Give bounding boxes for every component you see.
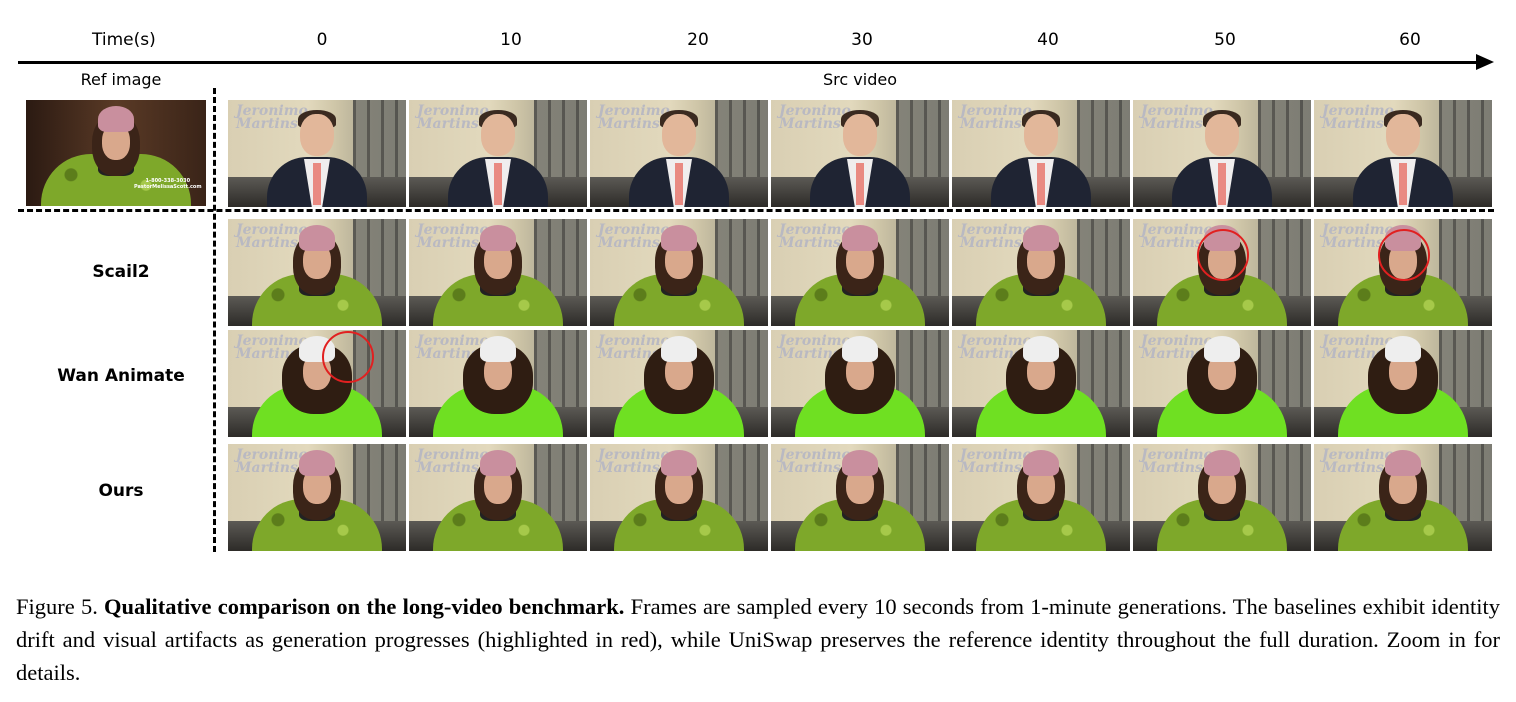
wall-logo: Jeronimo Martins bbox=[598, 447, 670, 476]
wall-logo: Jeronimo Martins bbox=[1141, 333, 1213, 362]
time-tick: 60 bbox=[1399, 30, 1421, 50]
generated-frame-scail2: Jeronimo Martins bbox=[228, 219, 406, 326]
wall-logo: Jeronimo Martins bbox=[779, 103, 851, 132]
red-highlight-circle bbox=[1378, 229, 1430, 281]
caption-title: Qualitative comparison on the long-video… bbox=[104, 594, 625, 619]
wall-logo: Jeronimo Martins bbox=[236, 103, 308, 132]
generated-frame-ours: Jeronimo Martins bbox=[1133, 444, 1311, 551]
wall-logo: Jeronimo Martins bbox=[417, 333, 489, 362]
source-video-frame: Jeronimo Martins bbox=[1133, 100, 1311, 207]
caption-body: Frames are sampled every 10 seconds from… bbox=[16, 594, 1500, 685]
wall-logo: Jeronimo Martins bbox=[960, 222, 1032, 251]
figure-caption: Figure 5. Qualitative comparison on the … bbox=[16, 590, 1500, 689]
arrow-right-icon bbox=[1476, 54, 1494, 70]
generated-frame-wan-animate: Jeronimo Martins bbox=[1314, 330, 1492, 437]
time-tick: 30 bbox=[851, 30, 873, 50]
wall-logo: Jeronimo Martins bbox=[960, 447, 1032, 476]
time-tick: 20 bbox=[687, 30, 709, 50]
generated-frame-scail2: Jeronimo Martins bbox=[1314, 219, 1492, 326]
time-tick: 0 bbox=[316, 30, 328, 50]
wall-logo: Jeronimo Martins bbox=[960, 333, 1032, 362]
generated-frame-scail2: Jeronimo Martins bbox=[771, 219, 949, 326]
wall-logo: Jeronimo Martins bbox=[598, 333, 670, 362]
generated-frame-ours: Jeronimo Martins bbox=[1314, 444, 1492, 551]
wall-logo: Jeronimo Martins bbox=[417, 103, 489, 132]
generated-frame-scail2: Jeronimo Martins bbox=[1133, 219, 1311, 326]
time-tick: 40 bbox=[1037, 30, 1059, 50]
wall-logo: Jeronimo Martins bbox=[598, 103, 670, 132]
wall-logo: Jeronimo Martins bbox=[1141, 447, 1213, 476]
generated-frame-wan-animate: Jeronimo Martins bbox=[771, 330, 949, 437]
wall-logo: Jeronimo Martins bbox=[1322, 222, 1394, 251]
row-label-ours: Ours bbox=[98, 481, 144, 501]
generated-frame-ours: Jeronimo Martins bbox=[409, 444, 587, 551]
generated-frame-wan-animate: Jeronimo Martins bbox=[952, 330, 1130, 437]
generated-frame-wan-animate: Jeronimo Martins bbox=[228, 330, 406, 437]
red-highlight-circle bbox=[322, 331, 374, 383]
wall-logo: Jeronimo Martins bbox=[598, 222, 670, 251]
wall-logo: Jeronimo Martins bbox=[779, 447, 851, 476]
generated-frame-scail2: Jeronimo Martins bbox=[409, 219, 587, 326]
generated-frame-wan-animate: Jeronimo Martins bbox=[590, 330, 768, 437]
generated-frame-ours: Jeronimo Martins bbox=[771, 444, 949, 551]
wall-logo: Jeronimo Martins bbox=[779, 222, 851, 251]
time-axis-line bbox=[18, 61, 1480, 64]
wall-logo: Jeronimo Martins bbox=[417, 447, 489, 476]
wall-logo: Jeronimo Martins bbox=[236, 333, 308, 362]
source-video-frame: Jeronimo Martins bbox=[952, 100, 1130, 207]
reference-watermark: 1-800-338-3030 PastorMelissaScott.com bbox=[134, 178, 202, 190]
wall-logo: Jeronimo Martins bbox=[1322, 333, 1394, 362]
time-tick: 10 bbox=[500, 30, 522, 50]
red-highlight-circle bbox=[1197, 229, 1249, 281]
time-axis-label: Time(s) bbox=[92, 30, 156, 50]
generated-frame-wan-animate: Jeronimo Martins bbox=[1133, 330, 1311, 437]
vertical-dashed-divider bbox=[213, 88, 216, 552]
wall-logo: Jeronimo Martins bbox=[236, 222, 308, 251]
wall-logo: Jeronimo Martins bbox=[960, 103, 1032, 132]
horizontal-dashed-divider bbox=[18, 209, 1494, 212]
reference-image: 1-800-338-3030 PastorMelissaScott.com bbox=[26, 100, 206, 206]
wall-logo: Jeronimo Martins bbox=[1141, 103, 1213, 132]
source-video-frame: Jeronimo Martins bbox=[228, 100, 406, 207]
source-video-frame: Jeronimo Martins bbox=[590, 100, 768, 207]
wall-logo: Jeronimo Martins bbox=[236, 447, 308, 476]
wall-logo: Jeronimo Martins bbox=[1322, 103, 1394, 132]
wall-logo: Jeronimo Martins bbox=[1322, 447, 1394, 476]
row-label-scail2: Scail2 bbox=[92, 262, 150, 282]
figure-label: Figure 5. bbox=[16, 594, 98, 619]
source-video-frame: Jeronimo Martins bbox=[409, 100, 587, 207]
time-tick: 50 bbox=[1214, 30, 1236, 50]
generated-frame-ours: Jeronimo Martins bbox=[952, 444, 1130, 551]
generated-frame-ours: Jeronimo Martins bbox=[228, 444, 406, 551]
ref-image-label: Ref image bbox=[80, 70, 162, 89]
generated-frame-scail2: Jeronimo Martins bbox=[952, 219, 1130, 326]
wall-logo: Jeronimo Martins bbox=[1141, 222, 1213, 251]
wall-logo: Jeronimo Martins bbox=[779, 333, 851, 362]
generated-frame-wan-animate: Jeronimo Martins bbox=[409, 330, 587, 437]
source-video-frame: Jeronimo Martins bbox=[1314, 100, 1492, 207]
row-label-wan-animate: Wan Animate bbox=[57, 366, 185, 386]
src-video-label: Src video bbox=[823, 70, 897, 89]
generated-frame-scail2: Jeronimo Martins bbox=[590, 219, 768, 326]
source-video-frame: Jeronimo Martins bbox=[771, 100, 949, 207]
wall-logo: Jeronimo Martins bbox=[417, 222, 489, 251]
generated-frame-ours: Jeronimo Martins bbox=[590, 444, 768, 551]
